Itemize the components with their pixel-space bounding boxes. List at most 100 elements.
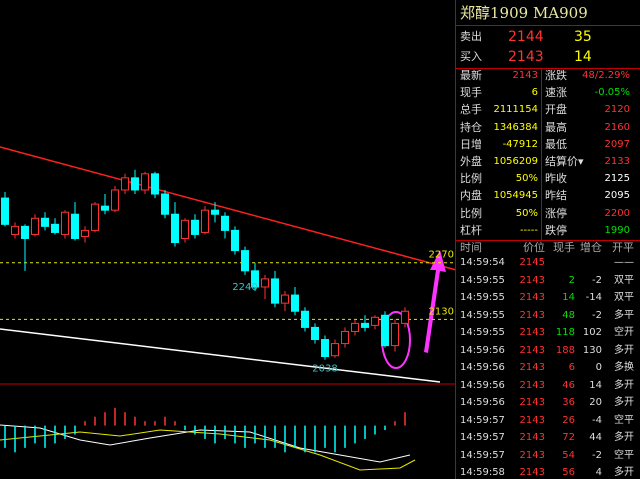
candle-body xyxy=(41,217,49,227)
candle-body xyxy=(81,229,89,237)
tick-kind: 多开 xyxy=(614,432,634,443)
candle-body xyxy=(361,322,369,328)
stat-value: 2200 xyxy=(604,207,630,219)
candle-body xyxy=(381,314,389,347)
reference-label: 2130 xyxy=(429,306,454,317)
tick-time: 14:59:57 xyxy=(460,414,505,426)
candle-body xyxy=(391,322,399,347)
stat-label: 比例 xyxy=(460,172,482,186)
tick-kind: 多开 xyxy=(614,344,634,356)
tick-time: 14:59:55 xyxy=(460,274,505,286)
separator xyxy=(456,240,640,241)
candle-body xyxy=(161,193,169,215)
tick-change: 0 xyxy=(595,362,602,373)
tick-kind: 空平 xyxy=(614,449,634,461)
candle-body xyxy=(71,213,79,239)
stat-value: 2125 xyxy=(604,173,630,185)
tick-change: 102 xyxy=(582,327,602,338)
stat-label: 跌停 xyxy=(545,223,567,237)
tick-kind: 多平 xyxy=(614,309,634,321)
tick-price: 2143 xyxy=(519,414,545,426)
tick-price: 2143 xyxy=(519,449,545,461)
tick-change: 130 xyxy=(582,344,602,356)
tick-change: -2 xyxy=(592,309,602,321)
candle-body xyxy=(131,177,139,191)
tick-kind: 多开 xyxy=(614,379,634,391)
stat-label: 外盘 xyxy=(460,155,482,168)
stat-value: 2160 xyxy=(604,121,630,133)
tick-hand: 56 xyxy=(562,467,575,478)
candle-body xyxy=(331,343,339,357)
tick-header: 开平 xyxy=(612,241,634,254)
candle-body xyxy=(261,278,269,288)
candle-body xyxy=(51,223,59,233)
stat-value: 2095 xyxy=(604,190,630,202)
stat-label: 总手 xyxy=(460,103,482,117)
candle-body xyxy=(191,219,199,235)
panel-title: 郑醇1909 MA909 xyxy=(460,4,588,22)
tick-time: 14:59:54 xyxy=(460,257,505,268)
tick-kind: 双平 xyxy=(614,292,634,303)
stat-value: 48/2.29% xyxy=(582,70,630,81)
candle-body xyxy=(91,203,99,231)
tick-change: 44 xyxy=(589,432,602,443)
tick-price: 2145 xyxy=(519,257,545,268)
tick-change: 20 xyxy=(589,397,602,408)
quote-label: 买入 xyxy=(460,50,482,63)
separator xyxy=(541,68,542,240)
stat-value: -47912 xyxy=(502,138,538,150)
stat-label: 内盘 xyxy=(460,189,482,203)
quote-price: 2144 xyxy=(508,29,544,45)
stat-value: 50% xyxy=(515,207,538,219)
tick-hand: 46 xyxy=(562,379,575,391)
tick-kind: 多换 xyxy=(614,362,634,373)
candle-body xyxy=(31,217,39,235)
tick-kind: 多开 xyxy=(614,397,634,408)
reference-label: 2270 xyxy=(429,250,454,261)
tick-price: 2143 xyxy=(519,344,545,356)
tick-time: 14:59:55 xyxy=(460,292,505,303)
stat-label: 持仓 xyxy=(460,120,482,134)
price-label: 2240 xyxy=(232,282,257,293)
stat-label: 现手 xyxy=(460,86,482,100)
tick-header: 价位 xyxy=(523,241,545,254)
candle-body xyxy=(341,330,349,345)
stat-value: 6 xyxy=(531,87,538,99)
price-label: 2038 xyxy=(312,364,337,375)
tick-hand: 26 xyxy=(562,414,575,426)
stat-label: 比例 xyxy=(460,206,482,220)
tick-header: 现手 xyxy=(553,241,575,254)
tick-kind: 双平 xyxy=(614,274,634,286)
tick-hand: 72 xyxy=(562,432,575,443)
tick-time: 14:59:55 xyxy=(460,327,505,338)
tick-time: 14:59:56 xyxy=(460,344,505,356)
candle-body xyxy=(371,316,379,326)
tick-time: 14:59:57 xyxy=(460,432,505,443)
candle-body xyxy=(201,209,209,233)
stat-label: 开盘 xyxy=(545,103,567,117)
tick-kind: 空开 xyxy=(614,327,634,338)
trend-line xyxy=(0,146,456,271)
tick-price: 2143 xyxy=(519,274,545,286)
panel-border xyxy=(455,0,456,479)
candle-body xyxy=(1,197,9,225)
quote-price: 2143 xyxy=(508,49,544,65)
tick-hand: 36 xyxy=(562,397,575,408)
tick-change: -14 xyxy=(585,292,602,303)
tick-hand: 48 xyxy=(562,309,575,321)
tick-hand: 14 xyxy=(562,292,575,303)
tick-price: 2143 xyxy=(519,467,545,478)
tick-hand: 118 xyxy=(555,327,575,338)
tick-kind: 空平 xyxy=(614,414,634,426)
stat-value: 50% xyxy=(515,173,538,185)
candle-body xyxy=(271,278,279,304)
candle-body xyxy=(291,294,299,312)
candle-body xyxy=(321,339,329,358)
tick-price: 2143 xyxy=(519,432,545,443)
tick-change: 14 xyxy=(589,379,602,391)
candle-body xyxy=(241,250,249,272)
tick-hand: 2 xyxy=(568,274,575,286)
candle-body xyxy=(101,205,109,211)
tick-change: -4 xyxy=(592,414,602,426)
